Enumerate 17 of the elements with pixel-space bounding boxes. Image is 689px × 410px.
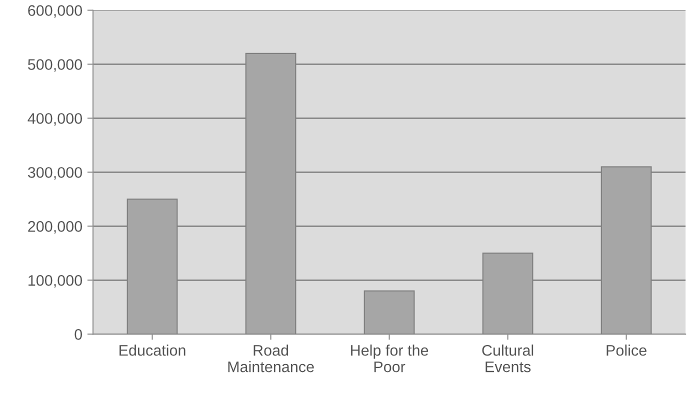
- y-tick-label: 100,000: [28, 275, 82, 288]
- y-tick-label: 0: [74, 329, 82, 340]
- bar: [600, 166, 652, 334]
- bar: [364, 290, 415, 334]
- y-tick-label: 300,000: [28, 167, 82, 180]
- y-tick-label: 400,000: [28, 113, 82, 126]
- x-tick-label: Help for the Poor: [351, 344, 428, 372]
- x-tick-label: Road Maintenance: [228, 344, 314, 372]
- x-tick-label: Cultural Events: [482, 344, 534, 372]
- y-tick-label: 500,000: [28, 59, 82, 72]
- bar: [126, 198, 178, 334]
- bar: [245, 52, 296, 334]
- bar: [482, 252, 534, 334]
- y-tick-label: 600,000: [28, 5, 82, 18]
- x-tick-label: Police: [606, 344, 646, 356]
- y-tick-label: 200,000: [28, 221, 82, 234]
- x-tick-label: Education: [120, 344, 186, 356]
